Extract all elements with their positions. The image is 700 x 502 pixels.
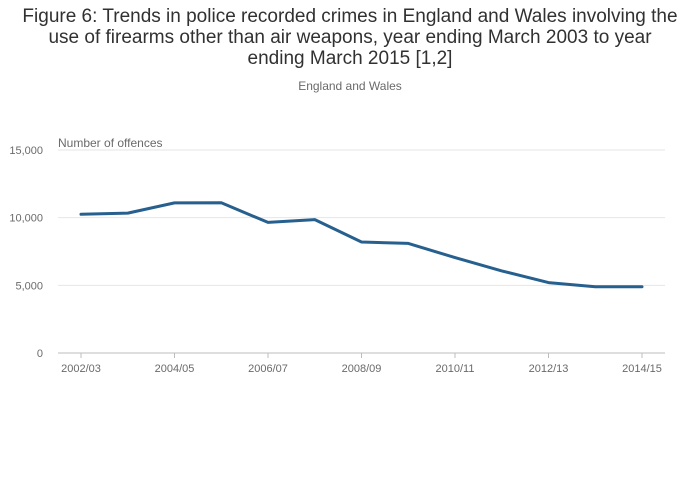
chart-title: Figure 6: Trends in police recorded crim… <box>22 6 678 69</box>
y-tick-label: 5,000 <box>15 280 43 292</box>
x-tick-label: 2012/13 <box>529 363 569 375</box>
y-tick-label: 0 <box>37 348 43 360</box>
y-axis-label: Number of offences <box>58 136 163 150</box>
data-point[interactable] <box>215 197 227 209</box>
series-line[interactable] <box>79 201 644 289</box>
data-point[interactable] <box>356 236 368 248</box>
data-point[interactable] <box>309 214 321 226</box>
data-point[interactable] <box>169 197 181 209</box>
x-tick-label: 2006/07 <box>248 363 288 375</box>
data-point[interactable] <box>122 207 134 219</box>
y-tick-label: 15,000 <box>9 145 43 157</box>
x-tick-label: 2010/11 <box>436 363 475 375</box>
data-point[interactable] <box>636 281 648 293</box>
y-tick-label: 10,000 <box>9 213 43 225</box>
x-tick-label: 2002/03 <box>61 363 101 375</box>
data-point[interactable] <box>402 237 414 249</box>
x-tick-label: 2014/15 <box>622 363 662 375</box>
data-point[interactable] <box>496 265 508 277</box>
axes: 0 5,000 10,000 15,000 2002/03 2004/05 2006/07 2… <box>9 145 665 375</box>
x-tick-label: 2008/09 <box>342 363 382 375</box>
data-point[interactable] <box>543 277 555 289</box>
data-point[interactable] <box>262 216 274 228</box>
data-point[interactable] <box>589 281 601 293</box>
chart-subtitle: England and Wales <box>298 79 402 93</box>
grid-lines <box>58 149 665 286</box>
data-point[interactable] <box>449 252 461 264</box>
data-point[interactable] <box>75 208 87 220</box>
series-layer <box>75 197 648 293</box>
x-tick-label: 2004/05 <box>155 363 195 375</box>
